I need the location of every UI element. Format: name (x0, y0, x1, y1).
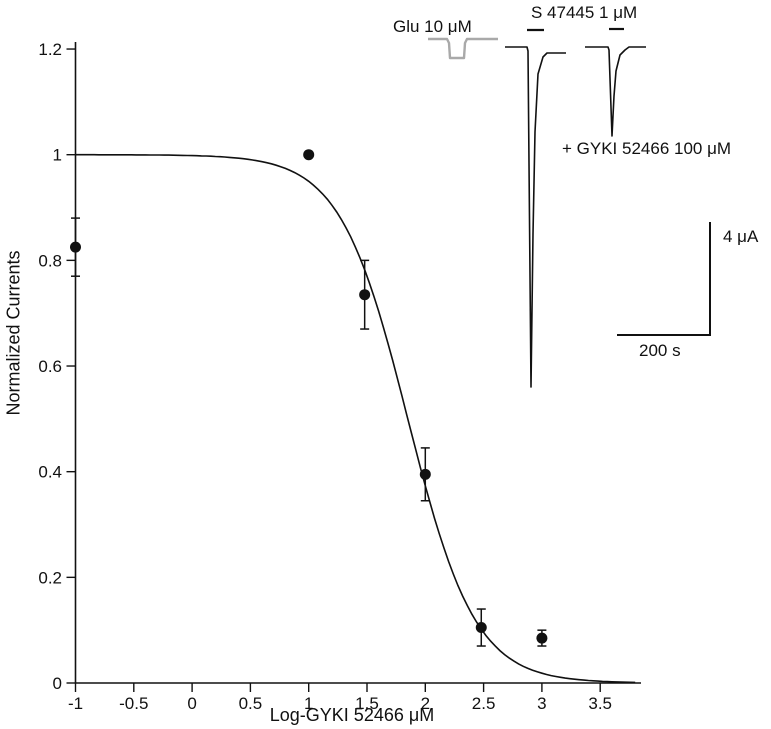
y-tick-label: 0.4 (38, 463, 62, 482)
glu-control-trace (428, 37, 498, 60)
y-axis-title: Normalized Currents (3, 250, 24, 416)
y-tick-label: 0.6 (38, 357, 62, 376)
x-axis-title: Log-GYKI 52466 μM (269, 705, 435, 725)
inset-label-glu: Glu 10 μM (393, 17, 472, 36)
x-tick-label: 0 (187, 694, 196, 713)
data-point (70, 241, 81, 253)
x-tick-label: 1.5 (355, 694, 379, 713)
y-tick-label: 1 (53, 146, 62, 165)
s47445-trace (505, 46, 566, 388)
axis-lines (74, 42, 641, 684)
x-tick-label: 1 (304, 694, 313, 713)
inset-scalebar-time-label: 200 s (639, 341, 681, 360)
y-tick-label: 0.2 (38, 568, 62, 587)
data-point (536, 632, 548, 644)
y-tick-label: 0 (53, 674, 62, 693)
inset-scalebar-current-label: 4 μA (723, 227, 759, 246)
y-tick-label: 0.8 (38, 251, 62, 270)
gyki-trace (585, 46, 646, 137)
y-tick-label: 1.2 (38, 40, 62, 59)
x-tick-label: 3.5 (588, 694, 612, 713)
x-tick-label: -0.5 (119, 694, 148, 713)
inset-scale-bars (617, 222, 711, 336)
x-tick-label: 2.5 (472, 694, 496, 713)
fit-curve (75, 153, 636, 684)
x-tick-label: 3 (537, 694, 546, 713)
data-point (419, 468, 431, 480)
data-point (359, 289, 371, 301)
x-tick-label: 2 (421, 694, 430, 713)
inset-label-s47445: S 47445 1 μM (531, 3, 638, 22)
data-point (303, 149, 315, 161)
x-tick-label: -1 (68, 694, 83, 713)
inset-label-gyki: + GYKI 52466 100 μM (562, 139, 732, 158)
x-tick-label: 0.5 (239, 694, 263, 713)
data-point (475, 622, 487, 634)
